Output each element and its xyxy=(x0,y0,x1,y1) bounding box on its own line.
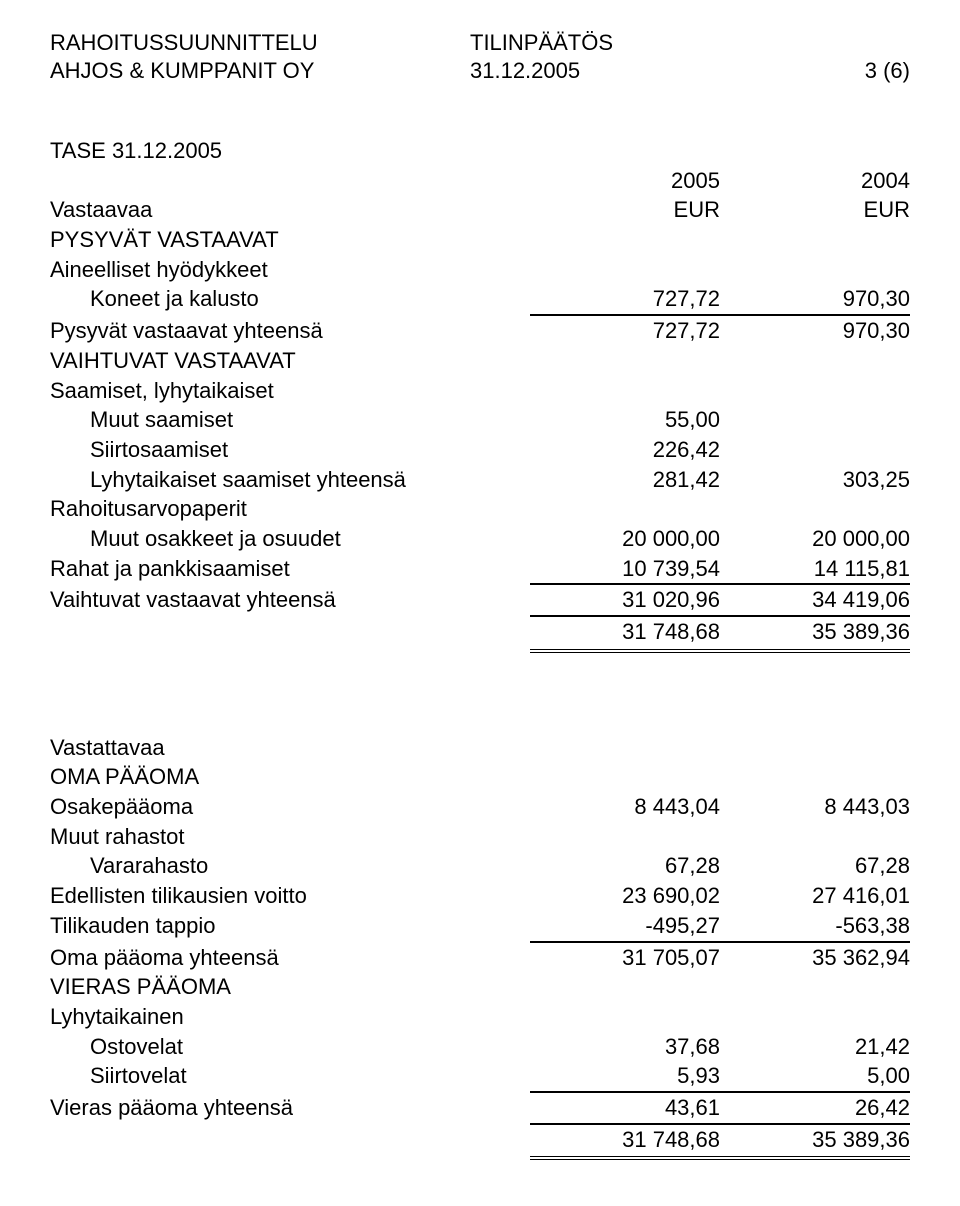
rahoitusarvo-row: Rahoitusarvopaperit xyxy=(50,494,910,524)
rahat-row: Rahat ja pankkisaamiset 10 739,54 14 115… xyxy=(50,554,910,586)
muut-saamiset-row: Muut saamiset 55,00 xyxy=(50,405,910,435)
company-name: AHJOS & KUMPPANIT OY xyxy=(50,58,470,84)
company-title: RAHOITUSSUUNNITTELU xyxy=(50,30,470,56)
koneet-row: Koneet ja kalusto 727,72 970,30 xyxy=(50,284,910,316)
vastaavaa-label: Vastaavaa xyxy=(50,195,530,225)
year-header-row: 2005 2004 xyxy=(50,166,910,196)
tilikauden-row: Tilikauden tappio -495,27 -563,38 xyxy=(50,911,910,943)
oma-paaoma-row: OMA PÄÄOMA xyxy=(50,762,910,792)
doc-type: TILINPÄÄTÖS xyxy=(470,30,670,56)
currency-1: EUR xyxy=(530,195,720,225)
muut-rahastot-row: Muut rahastot xyxy=(50,822,910,852)
year-1: 2005 xyxy=(530,166,720,196)
ostovelat-row: Ostovelat 37,68 21,42 xyxy=(50,1032,910,1062)
oma-yht-row: Oma pääoma yhteensä 31 705,07 35 362,94 xyxy=(50,943,910,973)
header-spacer xyxy=(670,30,910,56)
assets-total-row: 31 748,68 35 389,36 xyxy=(50,617,910,653)
currency-2: EUR xyxy=(720,195,910,225)
vieras-row: VIERAS PÄÄOMA xyxy=(50,972,910,1002)
section-title: TASE 31.12.2005 xyxy=(50,136,530,166)
pysyvat-yht-row: Pysyvät vastaavat yhteensä 727,72 970,30 xyxy=(50,316,910,346)
lyhyt-yht-row: Lyhytaikaiset saamiset yhteensä 281,42 3… xyxy=(50,465,910,495)
pysyvat-row: PYSYVÄT VASTAAVAT xyxy=(50,225,910,255)
doc-date: 31.12.2005 xyxy=(470,58,670,84)
section-title-row: TASE 31.12.2005 xyxy=(50,136,910,166)
vastattavaa-row: Vastattavaa xyxy=(50,733,910,763)
vieras-yht-row: Vieras pääoma yhteensä 43,61 26,42 xyxy=(50,1093,910,1125)
osakkeet-row: Muut osakkeet ja osuudet 20 000,00 20 00… xyxy=(50,524,910,554)
page-number: 3 (6) xyxy=(670,58,910,84)
year-2: 2004 xyxy=(720,166,910,196)
vararahasto-row: Vararahasto 67,28 67,28 xyxy=(50,851,910,881)
edellisten-row: Edellisten tilikausien voitto 23 690,02 … xyxy=(50,881,910,911)
currency-header-row: Vastaavaa EUR EUR xyxy=(50,195,910,225)
header-line-2: AHJOS & KUMPPANIT OY 31.12.2005 3 (6) xyxy=(50,58,910,84)
siirtovelat-row: Siirtovelat 5,93 5,00 xyxy=(50,1061,910,1093)
aineelliset-row: Aineelliset hyödykkeet xyxy=(50,255,910,285)
vaihtuvat-row: VAIHTUVAT VASTAAVAT xyxy=(50,346,910,376)
header-line-1: RAHOITUSSUUNNITTELU TILINPÄÄTÖS xyxy=(50,30,910,56)
saamiset-lyhyt-row: Saamiset, lyhytaikaiset xyxy=(50,376,910,406)
siirtosaamiset-row: Siirtosaamiset 226,42 xyxy=(50,435,910,465)
vaihtuvat-yht-row: Vaihtuvat vastaavat yhteensä 31 020,96 3… xyxy=(50,585,910,617)
lyhytaikainen-row: Lyhytaikainen xyxy=(50,1002,910,1032)
osakepaaoma-row: Osakepääoma 8 443,04 8 443,03 xyxy=(50,792,910,822)
equity-total-row: 31 748,68 35 389,36 xyxy=(50,1125,910,1161)
